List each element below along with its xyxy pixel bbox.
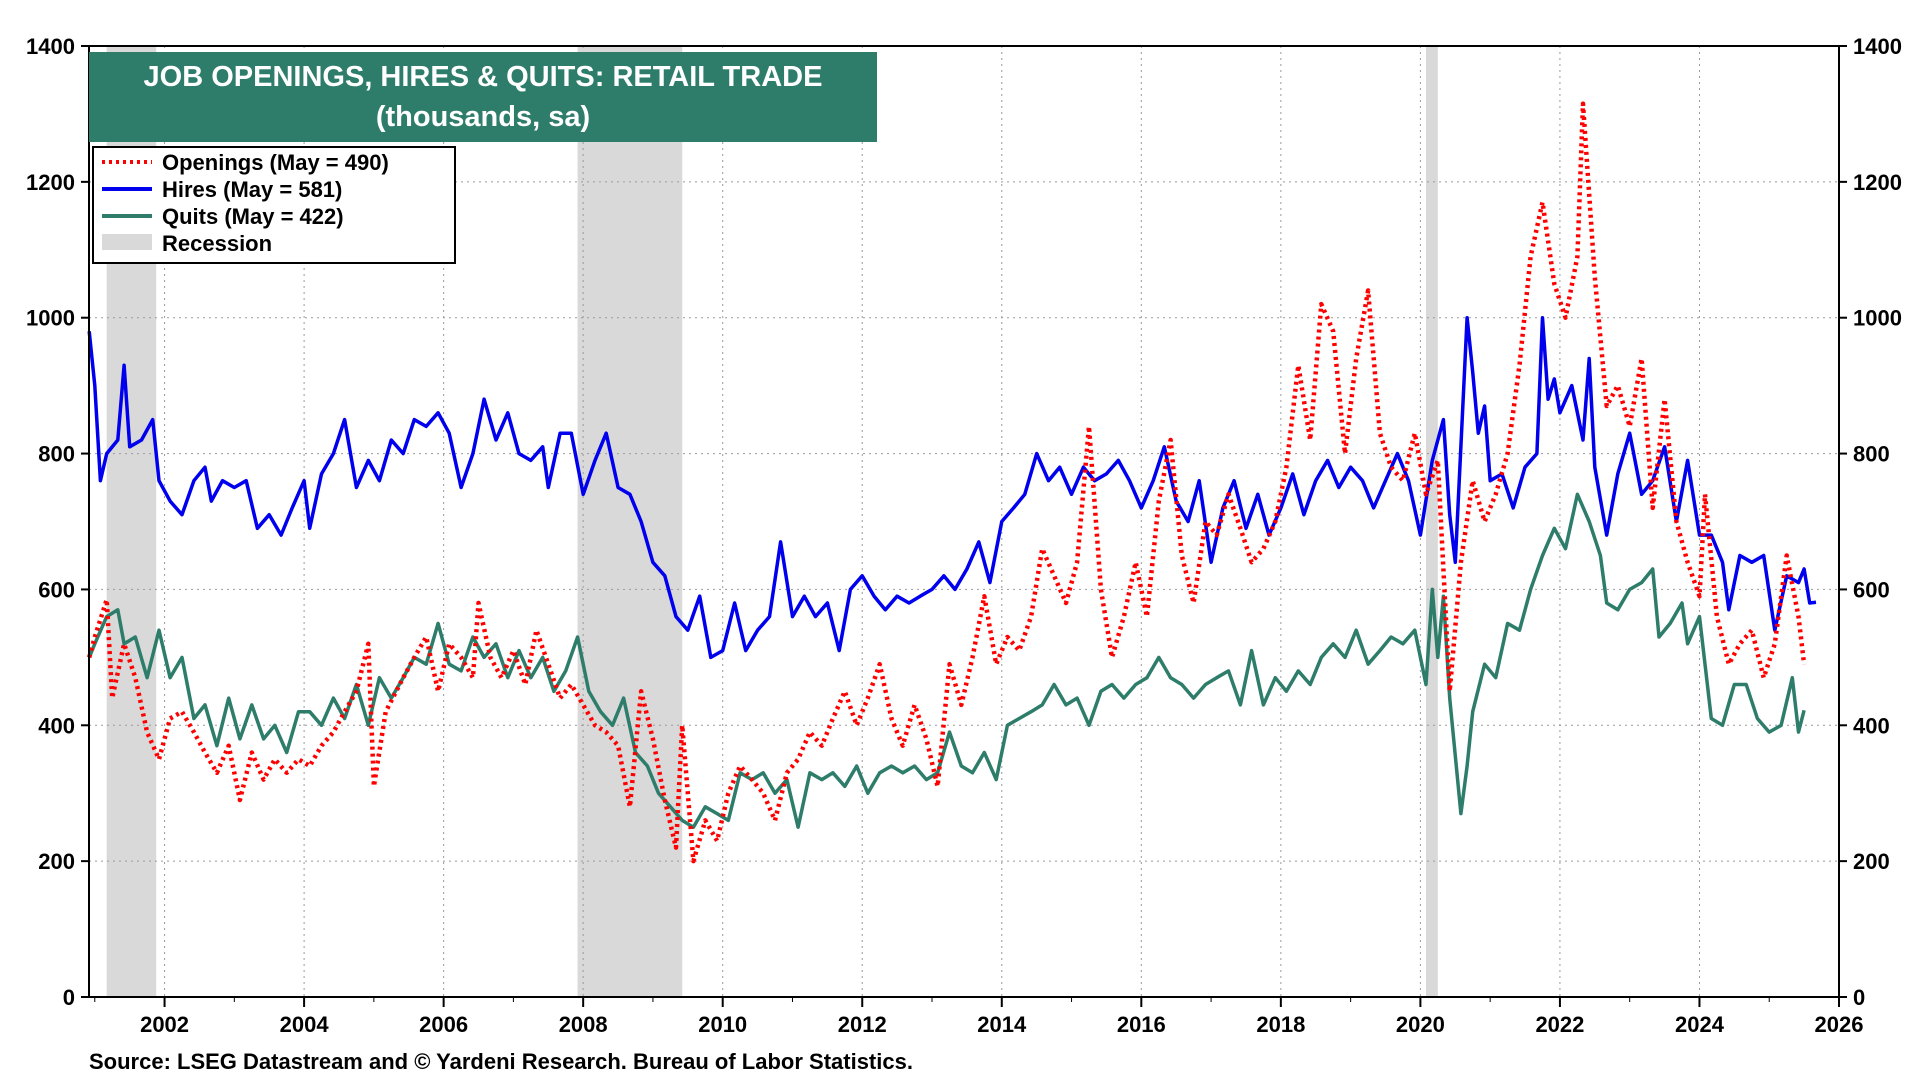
title-box: JOB OPENINGS, HIRES & QUITS: RETAIL TRAD… <box>89 52 877 142</box>
y-tick-label-right: 1000 <box>1853 306 1902 331</box>
legend-label-quits: Quits (May = 422) <box>162 204 344 229</box>
source-note: Source: LSEG Datastream and © Yardeni Re… <box>89 1049 913 1074</box>
recession-band-2 <box>1425 46 1438 997</box>
x-tick-label: 2020 <box>1396 1012 1445 1037</box>
x-tick-label: 2016 <box>1117 1012 1166 1037</box>
y-tick-label-right: 200 <box>1853 849 1890 874</box>
y-tick-label-left: 400 <box>38 713 75 738</box>
legend-swatch-recession <box>102 234 152 250</box>
y-tick-label-right: 0 <box>1853 985 1865 1010</box>
legend-label-recession: Recession <box>162 231 272 256</box>
y-tick-label-left: 800 <box>38 442 75 467</box>
x-tick-label: 2012 <box>838 1012 887 1037</box>
legend-label-openings: Openings (May = 490) <box>162 150 389 175</box>
legend: Openings (May = 490) Hires (May = 581) Q… <box>92 146 456 264</box>
y-tick-label-left: 200 <box>38 849 75 874</box>
y-tick-label-left: 0 <box>63 985 75 1010</box>
y-tick-label-left: 1000 <box>26 306 75 331</box>
x-tick-label: 2010 <box>698 1012 747 1037</box>
x-tick-label: 2022 <box>1535 1012 1584 1037</box>
chart-title: JOB OPENINGS, HIRES & QUITS: RETAIL TRAD… <box>144 61 823 93</box>
series-line-0 <box>87 101 1807 864</box>
x-tick-label: 2006 <box>419 1012 468 1037</box>
series-line-1 <box>87 315 1817 660</box>
y-tick-label-right: 800 <box>1853 442 1890 467</box>
x-tick-label: 2004 <box>280 1012 330 1037</box>
y-tick-label-left: 1400 <box>26 34 75 59</box>
x-tick-label: 2026 <box>1815 1012 1864 1037</box>
series-lines <box>87 101 1817 864</box>
plot-frame <box>88 45 1840 998</box>
x-tick-label: 2024 <box>1675 1012 1725 1037</box>
series-line-2 <box>87 492 1806 829</box>
y-tick-label-right: 1200 <box>1853 170 1902 195</box>
recession-band-1 <box>577 46 683 997</box>
chart-subtitle: (thousands, sa) <box>376 101 590 133</box>
x-tick-label: 2014 <box>977 1012 1027 1037</box>
y-tick-label-left: 1200 <box>26 170 75 195</box>
y-tick-label-right: 1400 <box>1853 34 1902 59</box>
x-tick-label: 2008 <box>559 1012 608 1037</box>
x-tick-label: 2018 <box>1256 1012 1305 1037</box>
y-tick-label-right: 600 <box>1853 577 1890 602</box>
legend-label-hires: Hires (May = 581) <box>162 177 342 202</box>
x-tick-label: 2002 <box>140 1012 189 1037</box>
y-tick-label-right: 400 <box>1853 713 1890 738</box>
axes: 0 0 200 200 400 400 600 600 800 800 1000 1000 1200 12… <box>26 34 1902 1037</box>
y-tick-label-left: 600 <box>38 577 75 602</box>
